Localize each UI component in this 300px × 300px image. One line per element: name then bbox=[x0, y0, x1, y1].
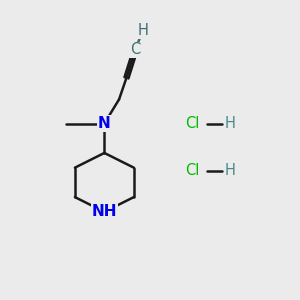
Text: Cl: Cl bbox=[185, 116, 200, 131]
Text: H: H bbox=[137, 23, 148, 38]
Text: H: H bbox=[225, 163, 236, 178]
Text: H: H bbox=[225, 116, 236, 131]
Text: C: C bbox=[130, 42, 140, 57]
Text: N: N bbox=[98, 116, 111, 131]
Text: NH: NH bbox=[92, 204, 117, 219]
Text: Cl: Cl bbox=[185, 163, 200, 178]
